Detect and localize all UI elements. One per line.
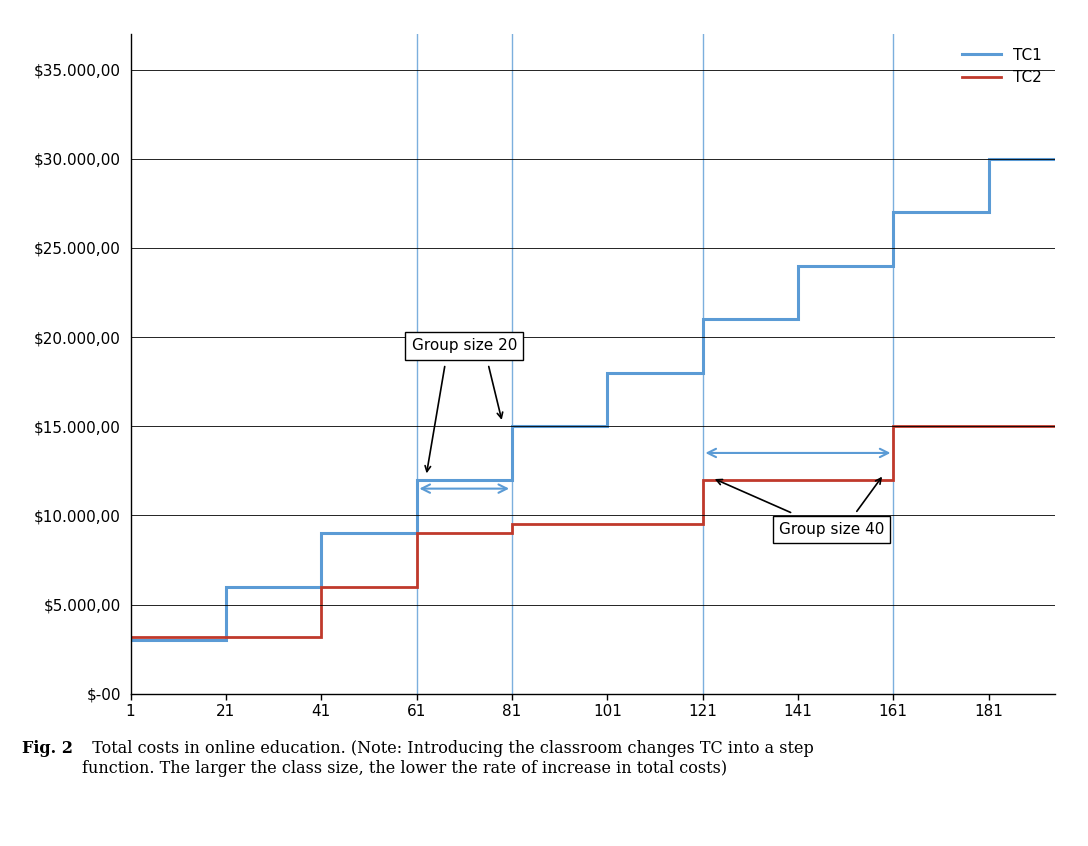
- TC1: [887, 261, 900, 271]
- TC1: [601, 421, 614, 431]
- TC2: [506, 528, 519, 538]
- TC2: [696, 475, 709, 485]
- Legend: TC1, TC2: TC1, TC2: [956, 41, 1048, 91]
- TC1: [506, 421, 519, 431]
- TC2: [314, 582, 327, 592]
- Text: Total costs in online education. (Note: Introducing the classroom changes TC int: Total costs in online education. (Note: …: [82, 740, 814, 777]
- TC1: [982, 154, 996, 164]
- TC2: [124, 632, 137, 642]
- TC1: [410, 475, 423, 485]
- TC1: [220, 635, 233, 645]
- TC1: [791, 314, 804, 324]
- TC2: [696, 519, 709, 530]
- TC1: [506, 475, 519, 485]
- Text: Fig. 2: Fig. 2: [22, 740, 73, 757]
- TC2: [506, 519, 519, 530]
- TC1: [982, 207, 996, 217]
- Text: Group size 40: Group size 40: [779, 522, 883, 537]
- TC1: [220, 582, 233, 592]
- Line: TC2: TC2: [131, 426, 1055, 637]
- TC2: [410, 528, 423, 538]
- TC1: [696, 314, 709, 324]
- TC1: [791, 261, 804, 271]
- Text: Group size 20: Group size 20: [411, 338, 517, 354]
- TC2: [887, 475, 900, 485]
- TC1: [314, 528, 327, 538]
- TC1: [601, 368, 614, 378]
- TC1: [1049, 154, 1062, 164]
- TC1: [887, 207, 900, 217]
- TC1: [124, 635, 137, 645]
- TC2: [1049, 421, 1062, 431]
- TC2: [314, 632, 327, 642]
- Line: TC1: TC1: [131, 159, 1055, 640]
- TC1: [314, 582, 327, 592]
- TC2: [887, 421, 900, 431]
- TC1: [696, 368, 709, 378]
- TC2: [410, 582, 423, 592]
- TC1: [410, 528, 423, 538]
